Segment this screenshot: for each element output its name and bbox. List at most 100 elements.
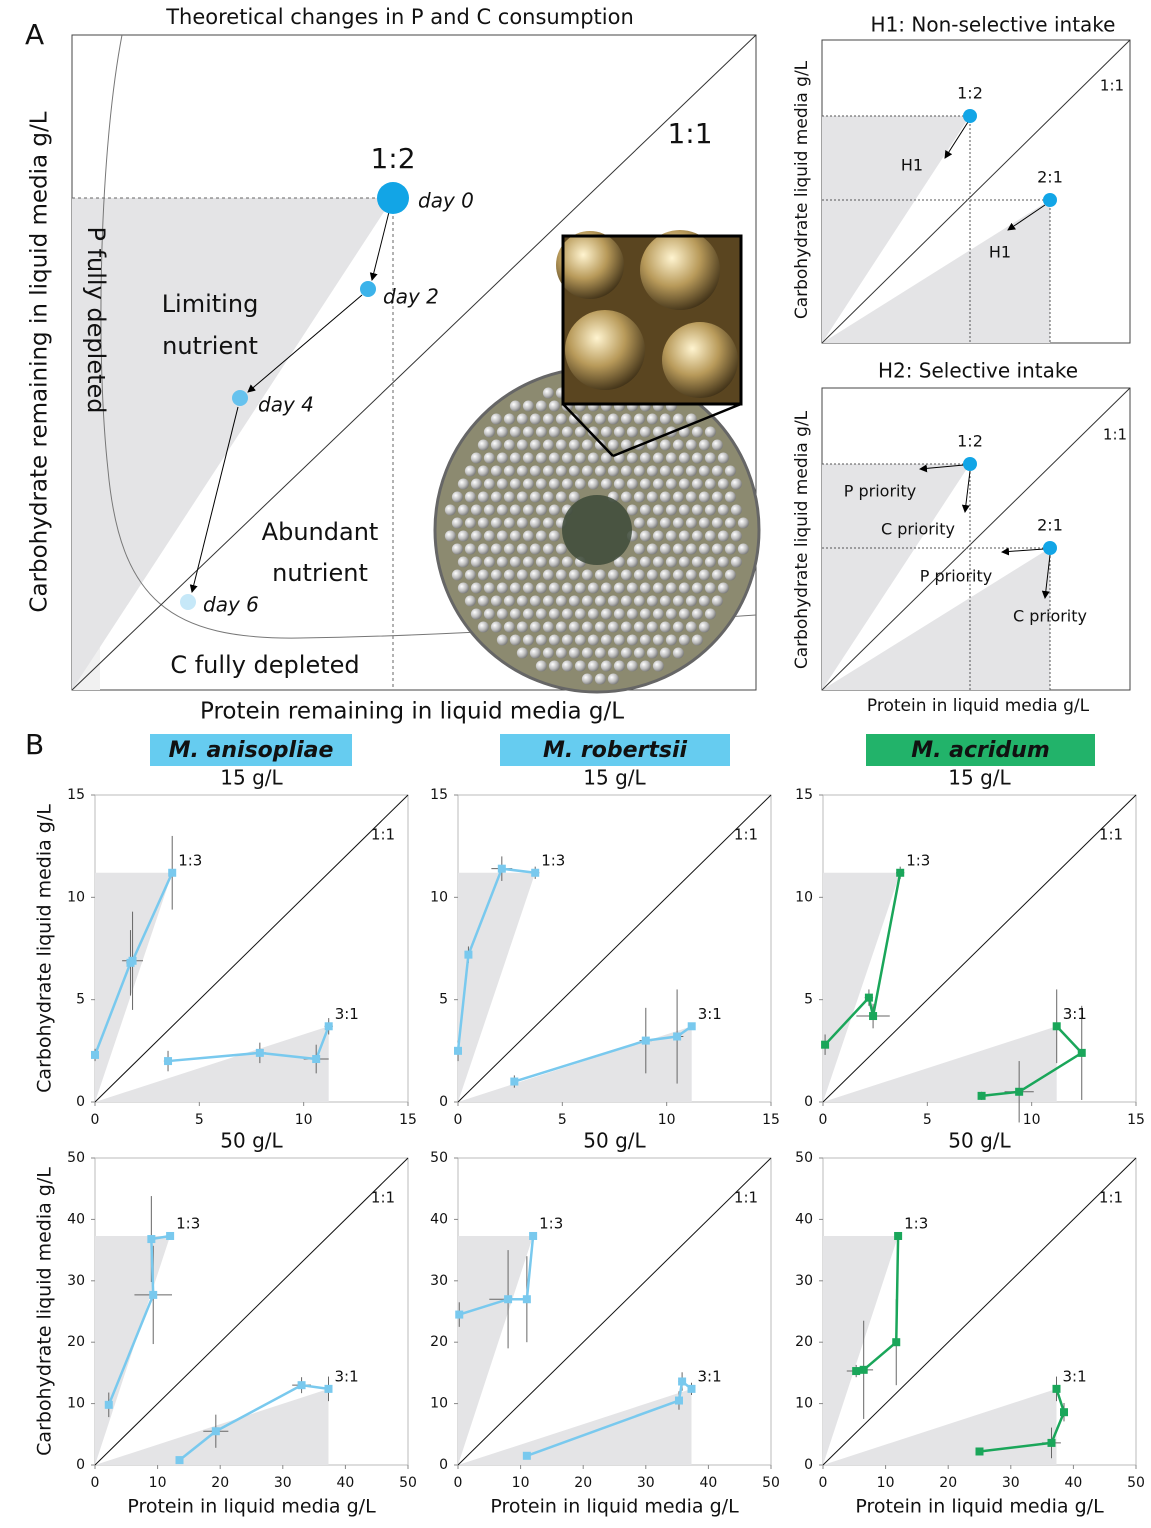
chart-title: 50 g/L [220,1129,283,1153]
bead [530,648,541,659]
bead [588,635,599,646]
bead [478,622,489,633]
point [529,1232,537,1240]
bead [504,466,515,477]
bead [679,635,690,646]
bead [458,505,469,516]
bead [660,440,671,451]
bead [686,440,697,451]
bead [705,505,716,516]
bead [575,661,586,672]
bead [712,596,723,607]
y-tick-label: 20 [67,1334,85,1350]
bead [517,414,528,425]
day-label: day 6 [203,593,259,617]
bead [478,544,489,555]
diagonal-label: 1:1 [1099,826,1123,844]
bead [699,466,710,477]
bead [562,583,573,594]
bead [497,583,508,594]
diagonal-label: 1:1 [371,826,395,844]
bead [465,492,476,503]
species-name: M. robertsii [543,738,688,763]
bead [705,531,716,542]
bead [523,609,534,620]
bead [640,635,651,646]
bead [523,479,534,490]
point [1052,1385,1060,1393]
ratio-label: 1:2 [957,84,983,103]
bead [647,648,658,659]
bead [523,505,534,516]
bead [562,609,573,620]
point [963,109,977,123]
bead [445,531,456,542]
bead [621,466,632,477]
bead [627,479,638,490]
bead [666,531,677,542]
y-tick-label: 10 [430,889,448,905]
bead [660,414,671,425]
bead [536,427,547,438]
point [865,994,873,1002]
point [504,1295,512,1303]
bead [497,557,508,568]
bead [653,609,664,620]
bead [692,557,703,568]
point [298,1381,306,1389]
arrow-label: P priority [920,567,992,586]
bead [497,635,508,646]
bead [575,635,586,646]
bead [738,518,749,529]
bead [666,557,677,568]
y-tick-label: 0 [439,1094,448,1110]
bead [679,531,690,542]
bead [647,466,658,477]
point [149,1291,157,1299]
y-tick-label: 50 [430,1150,448,1166]
bead [510,635,521,646]
point [892,1338,900,1346]
bead [692,635,703,646]
bead [523,635,534,646]
bead [621,492,632,503]
bead [718,531,729,542]
bead [692,505,703,516]
bead [523,557,534,568]
bead [458,583,469,594]
bead [582,570,593,581]
bead [471,453,482,464]
bead [660,544,671,555]
bead [491,518,502,529]
bead [523,531,534,542]
point [1043,541,1057,555]
bead [478,570,489,581]
ratio-label: 2:1 [1037,168,1063,187]
bead [621,570,632,581]
bead [686,622,697,633]
bead [582,414,593,425]
bead [647,544,658,555]
y-tick-label: 40 [430,1211,448,1227]
bead [517,440,528,451]
bead [484,609,495,620]
bead [699,440,710,451]
title: H2: Selective intake [878,359,1078,383]
bead [562,557,573,568]
bead [504,518,515,529]
bead [705,479,716,490]
bead [627,609,638,620]
bead [478,518,489,529]
point [642,1037,650,1045]
y-tick-label: 30 [430,1273,448,1289]
bead [517,466,528,477]
bead [640,531,651,542]
bead [660,466,671,477]
bead [692,427,703,438]
y-tick-label: 40 [795,1211,813,1227]
bead [666,609,677,620]
point [324,1385,332,1393]
bead [575,453,586,464]
bead [640,661,651,672]
bead [595,570,606,581]
